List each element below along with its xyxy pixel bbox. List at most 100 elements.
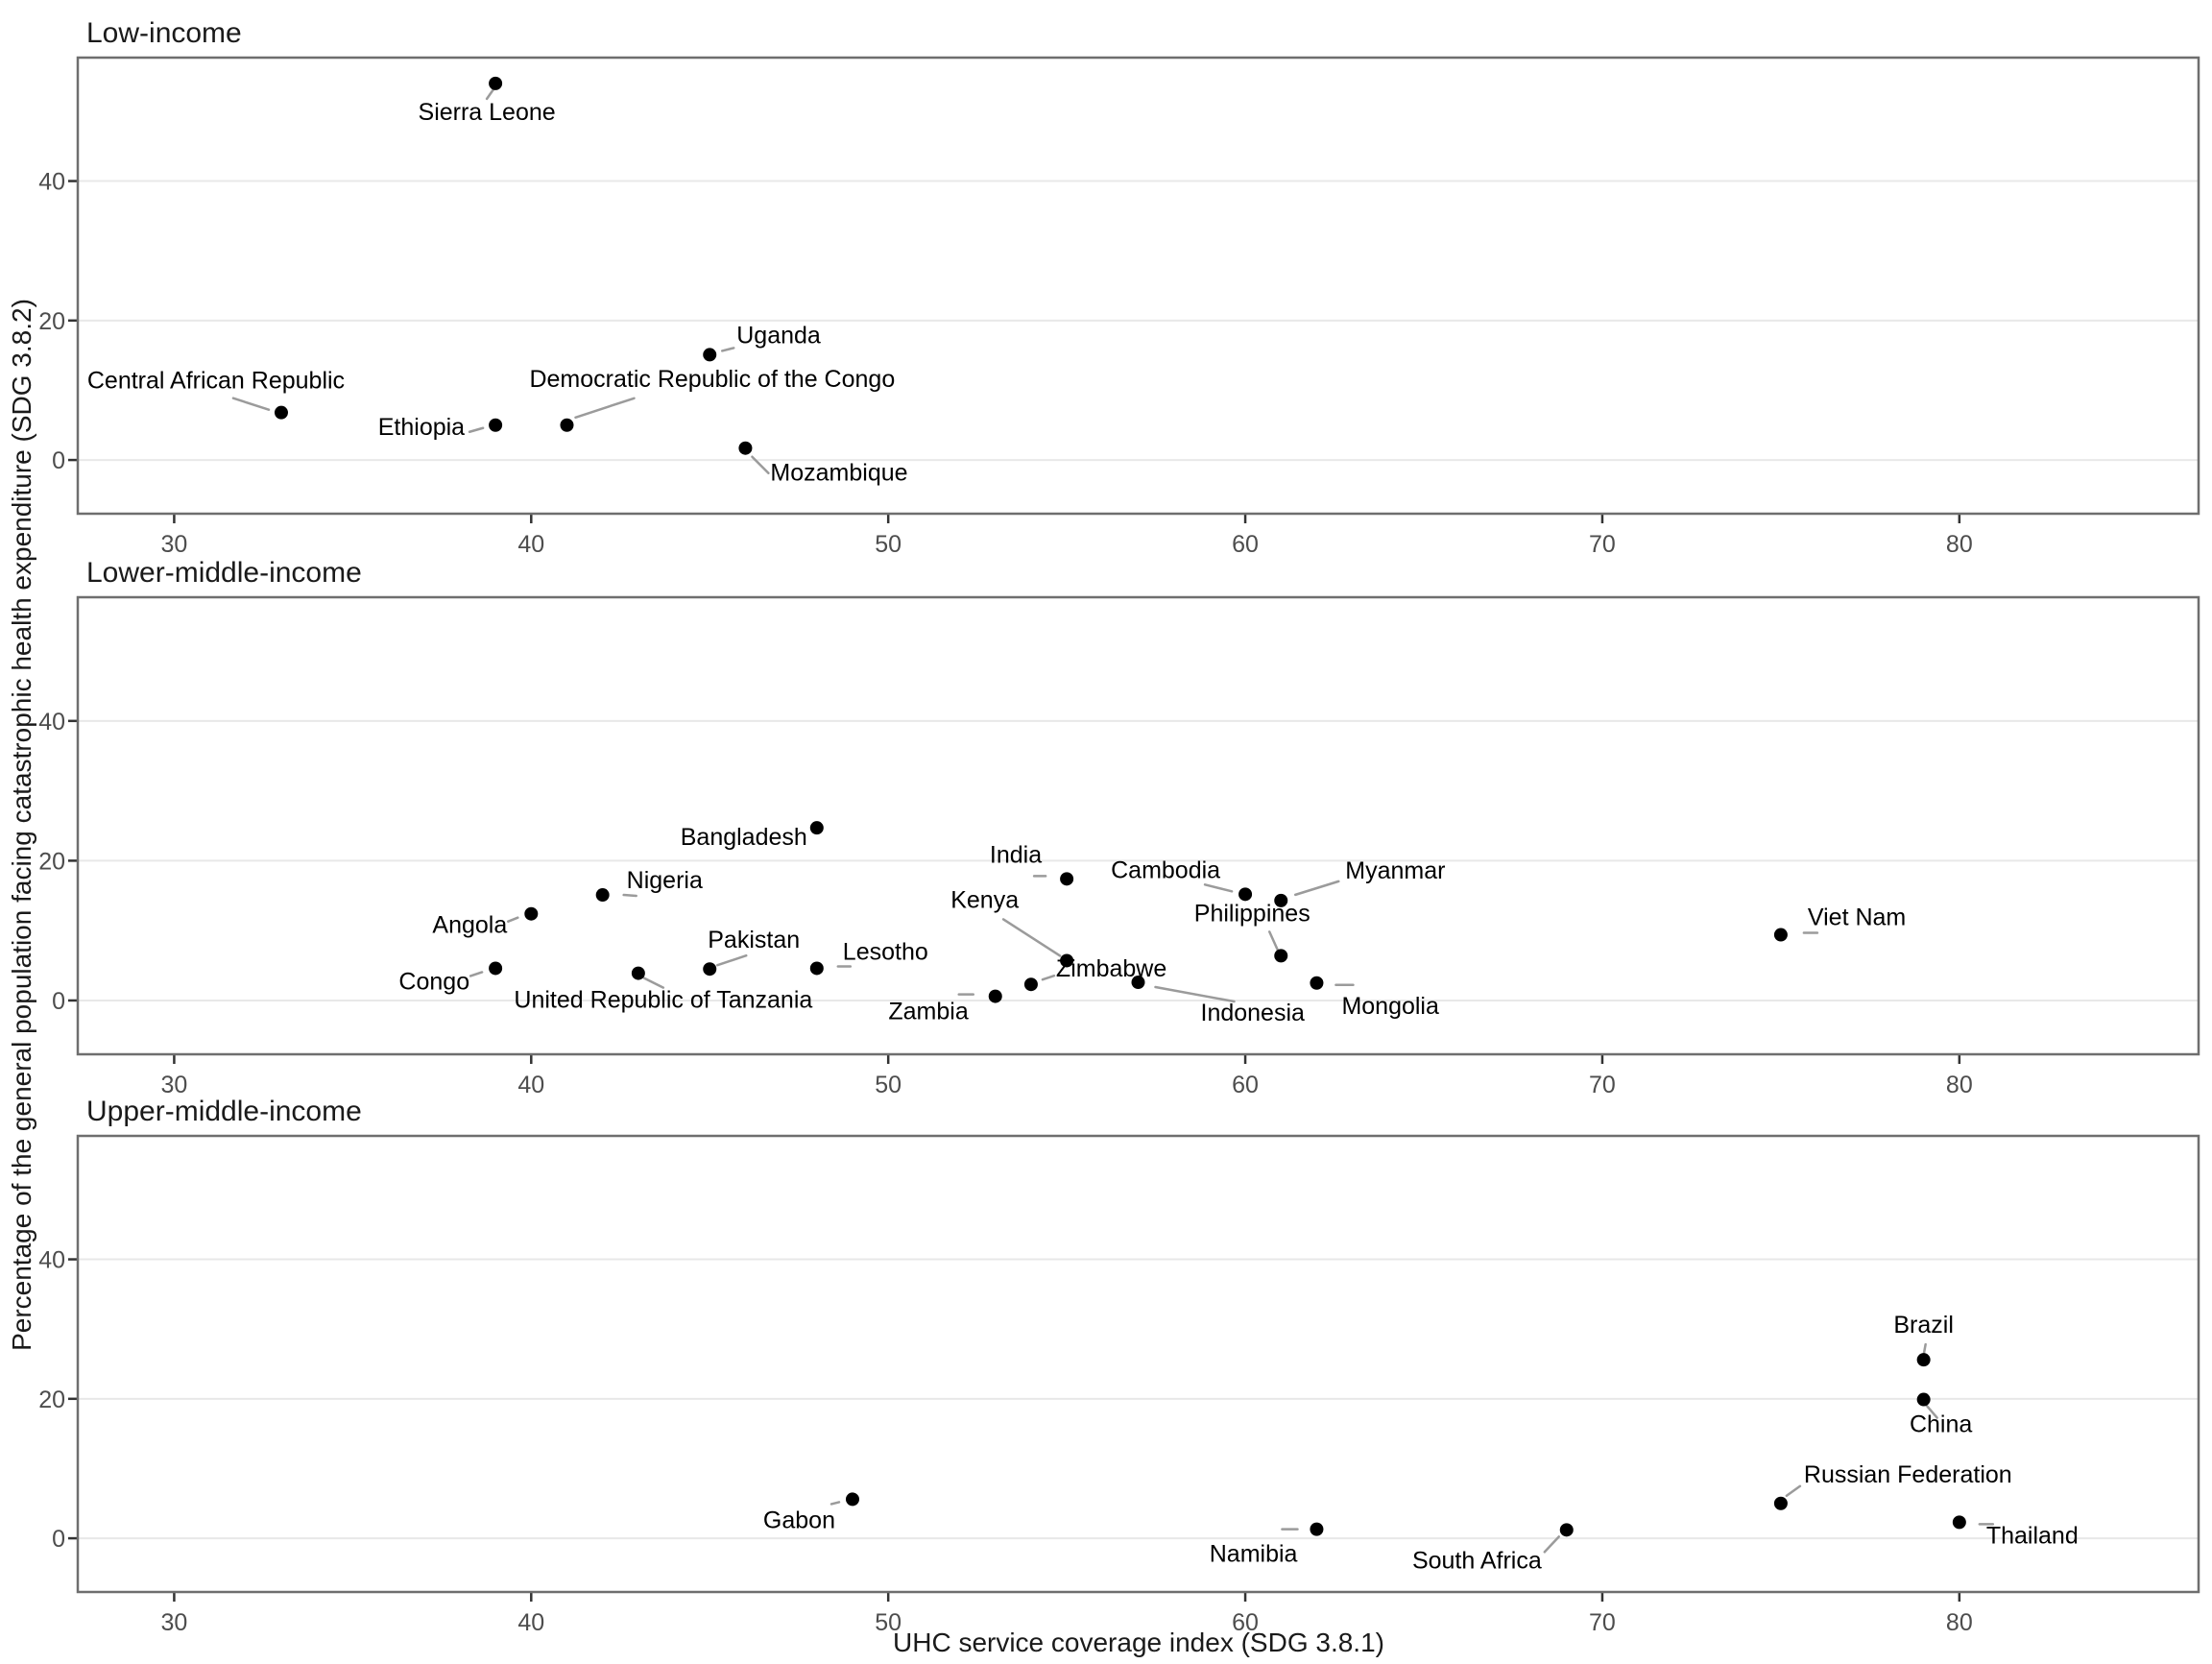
point-label: Namibia [1210, 1541, 1298, 1568]
leader-line [485, 87, 495, 101]
leader-line [469, 971, 484, 977]
x-tick-label: 50 [875, 531, 902, 558]
data-point [1310, 1522, 1324, 1536]
leader-line [1268, 930, 1280, 953]
point-label: Philippines [1194, 900, 1310, 927]
point-label: Russian Federation [1804, 1461, 2012, 1488]
data-point [1916, 1392, 1931, 1407]
leader-line [720, 347, 735, 352]
leader-line [751, 455, 770, 474]
data-point [560, 418, 574, 432]
point-label: Mozambique [770, 460, 907, 487]
data-point [988, 989, 1002, 1003]
data-point [1023, 977, 1038, 992]
x-tick-label: 30 [161, 531, 188, 558]
y-tick-label: 20 [38, 848, 65, 875]
x-tick-label: 40 [517, 1609, 544, 1636]
data-point [809, 961, 824, 976]
data-point [274, 405, 288, 420]
data-point [489, 418, 503, 432]
point-label: Gabon [763, 1507, 835, 1533]
point-label: Thailand [1986, 1522, 2079, 1549]
panel-upper-middle-income: Upper-middle-income 0 20 40 30 40 50 60 70 80 Gabo… [38, 1096, 2200, 1636]
data-point [595, 888, 610, 903]
data-point [1559, 1523, 1574, 1537]
y-tick-label: 40 [38, 709, 65, 736]
x-tick-label: 50 [875, 1072, 902, 1098]
data-point [631, 966, 645, 980]
point-label: South Africa [1412, 1547, 1542, 1574]
x-tick-label: 40 [517, 1072, 544, 1098]
x-axis-title: UHC service coverage index (SDG 3.8.1) [893, 1628, 1384, 1657]
x-tick-label: 60 [1232, 531, 1259, 558]
leader-line [1543, 1535, 1561, 1554]
data-point [809, 821, 824, 835]
data-point [738, 441, 753, 455]
leader-line [468, 426, 485, 434]
panels-group: Low-income 0 20 40 30 40 50 60 70 80 Sierra Leone U… [38, 17, 2200, 1636]
data-point [489, 76, 503, 90]
data-point [489, 961, 503, 976]
x-tick-label: 70 [1589, 1072, 1616, 1098]
point-label: Mongolia [1341, 993, 1439, 1020]
x-tick-label: 70 [1589, 531, 1616, 558]
point-label: Sierra Leone [419, 99, 556, 126]
y-tick-label: 40 [38, 1247, 65, 1274]
x-tick-label: 30 [161, 1609, 188, 1636]
x-tick-label: 50 [875, 1609, 902, 1636]
leader-line [830, 1501, 841, 1506]
y-tick-label: 0 [52, 1526, 65, 1553]
point-label: Myanmar [1345, 857, 1445, 884]
x-tick-label: 80 [1946, 1609, 1973, 1636]
y-tick-label: 40 [38, 169, 65, 196]
point-label: Cambodia [1111, 856, 1220, 883]
x-tick-label: 80 [1946, 531, 1973, 558]
point-label: Kenya [950, 886, 1019, 913]
data-point [1773, 928, 1788, 942]
x-tick-label: 60 [1232, 1072, 1259, 1098]
data-point [703, 348, 717, 362]
leader-line [574, 397, 636, 420]
data-point [1131, 976, 1145, 990]
y-tick-label: 0 [52, 447, 65, 474]
point-label: Angola [432, 912, 507, 939]
point-label: India [990, 841, 1042, 868]
panel-title: Upper-middle-income [86, 1096, 362, 1127]
data-point [1060, 872, 1074, 886]
data-point [1310, 976, 1324, 990]
point-label: Lesotho [843, 938, 928, 965]
data-point [1238, 887, 1253, 902]
point-label: Central African Republic [87, 368, 345, 395]
panel-lower-middle-income: Lower-middle-income 0 20 40 30 40 50 60 70 80 Bang… [38, 557, 2200, 1098]
x-tick-label: 80 [1946, 1072, 1973, 1098]
panel-border [76, 56, 2200, 516]
leader-line [1154, 985, 1236, 1003]
panel-border [76, 595, 2200, 1056]
leader-line [622, 893, 637, 898]
point-label: United Republic of Tanzania [514, 987, 812, 1014]
leader-line [231, 397, 271, 411]
panel-low-income: Low-income 0 20 40 30 40 50 60 70 80 Sierra Leone U… [38, 17, 2200, 558]
data-point [1773, 1496, 1788, 1510]
point-label: Pakistan [708, 927, 800, 953]
point-label: Indonesia [1201, 1000, 1306, 1026]
point-label: Congo [398, 968, 469, 995]
panel-title: Lower-middle-income [86, 557, 362, 589]
point-label: Uganda [736, 322, 821, 349]
data-point [1060, 953, 1074, 968]
leader-line [1924, 1403, 1938, 1419]
leader-line [1785, 1484, 1802, 1498]
point-label: Democratic Republic of the Congo [529, 366, 895, 393]
panel-title: Low-income [86, 17, 242, 49]
y-tick-label: 0 [52, 988, 65, 1015]
data-point [1274, 949, 1288, 963]
point-label: Zambia [888, 999, 968, 1025]
leader-line [1041, 974, 1056, 981]
leader-line [1294, 880, 1340, 897]
leader-line [507, 916, 519, 923]
leader-line [1203, 883, 1234, 893]
leader-line [1001, 918, 1062, 957]
panel-border [76, 1134, 2200, 1594]
data-point [1274, 893, 1288, 907]
